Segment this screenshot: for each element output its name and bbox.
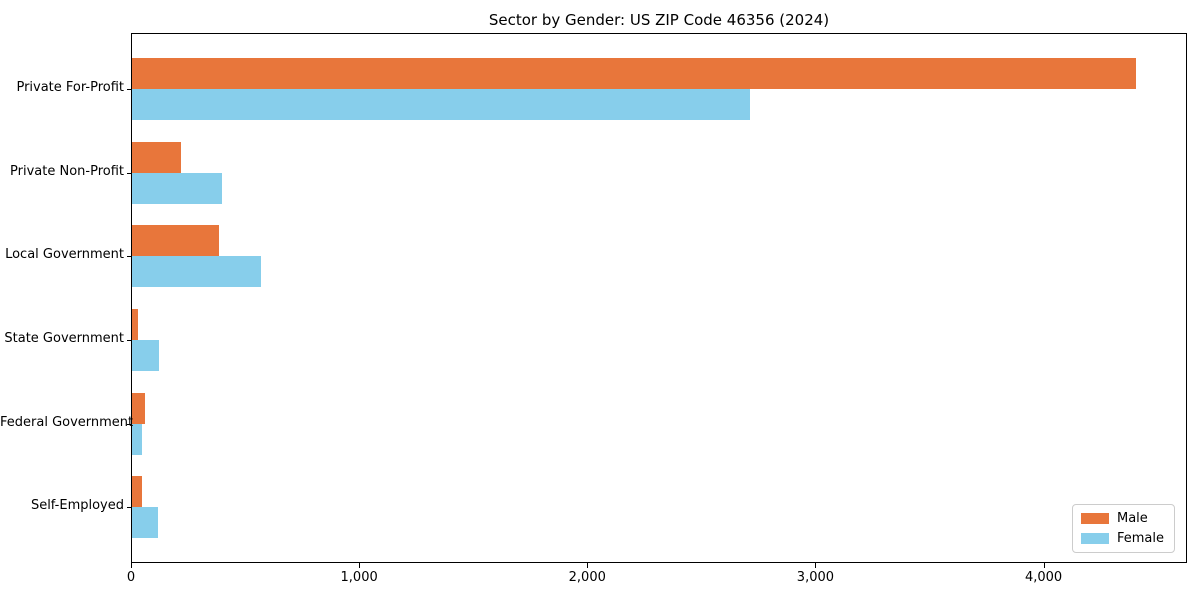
y-tick-mark	[127, 172, 131, 174]
bar-male-state-government	[132, 308, 138, 340]
bar-female-private-non-profit	[132, 172, 223, 204]
legend-label-female: Female	[1116, 531, 1164, 546]
x-tick-label: 0	[126, 570, 136, 585]
x-tick-label: 4,000	[1024, 570, 1063, 585]
y-tick-mark	[127, 423, 131, 425]
legend-label-male: Male	[1116, 511, 1148, 526]
x-tick-label: 2,000	[568, 570, 606, 585]
legend-swatch-male	[1080, 513, 1109, 524]
legend-swatch-female	[1080, 533, 1109, 544]
bar-female-private-for-profit	[132, 88, 751, 120]
bar-female-state-government	[132, 339, 160, 371]
x-tick-label: 1,000	[340, 570, 378, 585]
bar-male-local-government	[132, 225, 219, 257]
y-axis-label-private-for-profit: Private For-Profit	[16, 79, 124, 95]
x-tick-mark	[359, 563, 361, 568]
x-tick-mark	[587, 563, 589, 568]
x-tick-label: 3,000	[796, 570, 835, 585]
y-axis-label-private-non-profit: Private Non-Profit	[10, 163, 124, 179]
x-axis: 0 1,000 2,000 3,000 4,000	[127, 563, 1187, 593]
bar-male-private-for-profit	[132, 57, 1136, 89]
plot-area: Male Female	[127, 33, 1187, 563]
y-axis-labels: Private For-Profit Private Non-Profit Loca…	[0, 33, 134, 563]
y-axis-label-self-employed: Self-Employed	[30, 498, 124, 514]
y-axis-label-state-government: State Government	[4, 330, 124, 346]
y-tick-mark	[127, 507, 131, 509]
bar-female-federal-government	[132, 423, 143, 455]
y-axis-label-federal-government: Federal Government	[0, 414, 134, 430]
bar-female-self-employed	[132, 507, 159, 539]
x-tick-mark	[1043, 563, 1045, 568]
bar-female-local-government	[132, 256, 261, 288]
y-tick-mark	[127, 88, 131, 90]
legend-item-female: Female	[1080, 531, 1164, 546]
y-axis-label-local-government: Local Government	[5, 247, 124, 263]
bar-male-federal-government	[132, 392, 145, 424]
bar-male-private-non-profit	[132, 141, 182, 173]
bar-male-self-employed	[132, 476, 143, 508]
x-tick-mark	[131, 563, 132, 568]
legend-item-male: Male	[1080, 511, 1164, 526]
y-tick-mark	[127, 256, 131, 258]
x-tick-mark	[815, 563, 817, 568]
legend: Male Female	[1071, 504, 1175, 553]
chart-title: Sector by Gender: US ZIP Code 46356 (202…	[488, 11, 830, 29]
y-tick-mark	[127, 339, 131, 341]
